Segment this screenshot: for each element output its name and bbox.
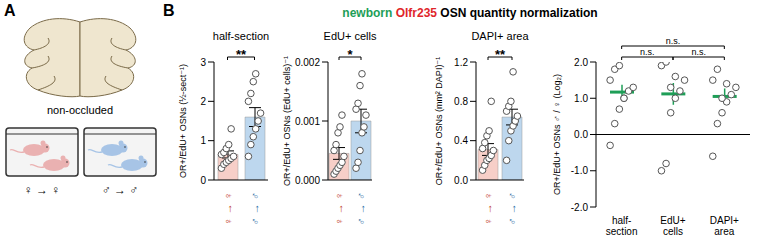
svg-text:*: * <box>347 47 353 62</box>
svg-text:0.002: 0.002 <box>295 57 320 68</box>
svg-text:♀ → ♀: ♀ → ♀ <box>482 192 494 226</box>
svg-text:n.s.: n.s. <box>691 47 706 57</box>
svg-text:♀ → ♀: ♀ → ♀ <box>222 192 234 226</box>
svg-text:0.4: 0.4 <box>454 135 468 146</box>
svg-text:OR+/EdU+ OSNs (EdU+ cells)⁻¹: OR+/EdU+ OSNs (EdU+ cells)⁻¹ <box>282 56 292 186</box>
svg-text:♂ → ♂: ♂ → ♂ <box>355 192 367 226</box>
svg-text:non-occluded: non-occluded <box>47 104 113 116</box>
svg-text:0.0: 0.0 <box>454 175 468 186</box>
svg-text:-2.0: -2.0 <box>571 202 589 213</box>
svg-text:**: ** <box>495 47 506 62</box>
svg-text:**: ** <box>236 47 247 62</box>
svg-text:OR+/EdU+ OSNs ♂ / ♀ (Log₂): OR+/EdU+ OSNs ♂ / ♀ (Log₂) <box>552 74 562 195</box>
svg-text:1.0: 1.0 <box>574 93 588 104</box>
svg-text:0.8: 0.8 <box>454 96 468 107</box>
svg-text:♀ → ♀: ♀ → ♀ <box>333 192 345 226</box>
svg-text:♂ → ♂: ♂ → ♂ <box>102 183 139 197</box>
svg-text:EdU+cells: EdU+cells <box>660 215 685 237</box>
svg-text:half-section: half-section <box>213 30 269 42</box>
svg-text:DAPI+area: DAPI+area <box>710 215 739 237</box>
svg-text:2.0: 2.0 <box>574 57 588 68</box>
svg-text:n.s.: n.s. <box>640 47 655 57</box>
svg-text:♂ → ♂: ♂ → ♂ <box>249 192 261 226</box>
svg-text:half-section: half-section <box>606 215 638 237</box>
svg-text:1: 1 <box>200 135 206 146</box>
svg-text:n.s.: n.s. <box>666 36 681 46</box>
svg-text:0.000: 0.000 <box>295 175 320 186</box>
svg-text:EdU+ cells: EdU+ cells <box>324 30 377 42</box>
svg-text:3: 3 <box>200 57 206 68</box>
svg-text:OR+/EdU+ OSNs (½-sect⁻¹): OR+/EdU+ OSNs (½-sect⁻¹) <box>178 64 188 178</box>
svg-text:1.2: 1.2 <box>454 57 468 68</box>
svg-text:newborn Olfr235 OSN quantity n: newborn Olfr235 OSN quantity normalizati… <box>342 6 597 20</box>
svg-text:♀ → ♀: ♀ → ♀ <box>24 183 61 197</box>
svg-text:A: A <box>4 2 16 19</box>
svg-text:0.001: 0.001 <box>295 116 320 127</box>
svg-text:OR+/EdU+ OSNs (mm² DAPI)⁻¹: OR+/EdU+ OSNs (mm² DAPI)⁻¹ <box>434 57 444 185</box>
svg-text:-1.0: -1.0 <box>571 165 589 176</box>
svg-text:2: 2 <box>200 96 206 107</box>
svg-text:0: 0 <box>200 175 206 186</box>
svg-text:♂ → ♂: ♂ → ♂ <box>506 192 518 226</box>
svg-text:B: B <box>163 2 175 19</box>
svg-text:0.0: 0.0 <box>574 129 588 140</box>
svg-text:DAPI+ area: DAPI+ area <box>471 30 529 42</box>
